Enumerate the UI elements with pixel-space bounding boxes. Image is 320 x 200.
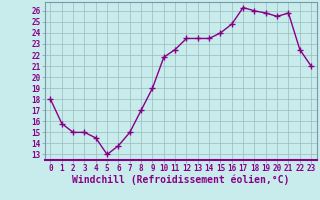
X-axis label: Windchill (Refroidissement éolien,°C): Windchill (Refroidissement éolien,°C) [72, 175, 290, 185]
